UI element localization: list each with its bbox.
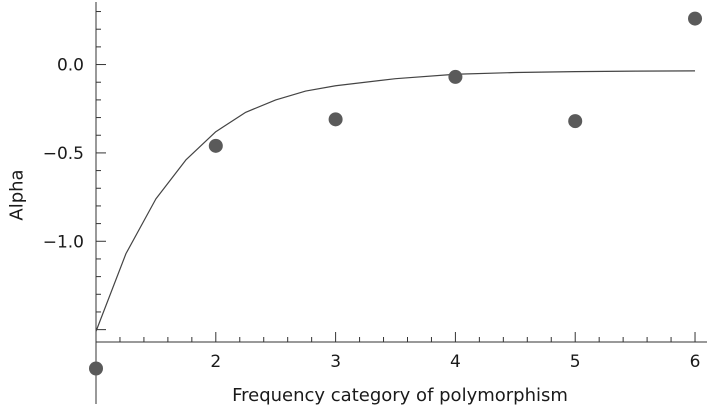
data-point [568,114,583,129]
x-tick-label: 3 [330,352,341,372]
y-tick-label: −1.0 [43,232,84,252]
x-tick-label: 4 [450,352,461,372]
x-axis-title: Frequency category of polymorphism [232,385,568,406]
x-ticks: 2 3 4 5 6 [119,332,701,372]
data-point [328,112,343,127]
fit-curve-layer [95,70,696,332]
data-point [448,69,463,84]
data-points-layer [89,11,703,376]
x-tick-label: 2 [210,352,221,372]
x-tick-label: 5 [570,352,581,372]
data-point [89,361,103,376]
data-point [688,11,703,26]
y-tick-label: 0.0 [57,56,84,76]
fit-curve [95,70,696,332]
y-tick-label: −0.5 [43,144,84,164]
y-ticks: 0.0 −0.5 −1.0 [43,11,106,331]
data-point [208,138,223,153]
y-axis-title: Alpha [6,169,27,220]
x-tick-label: 6 [690,352,701,372]
